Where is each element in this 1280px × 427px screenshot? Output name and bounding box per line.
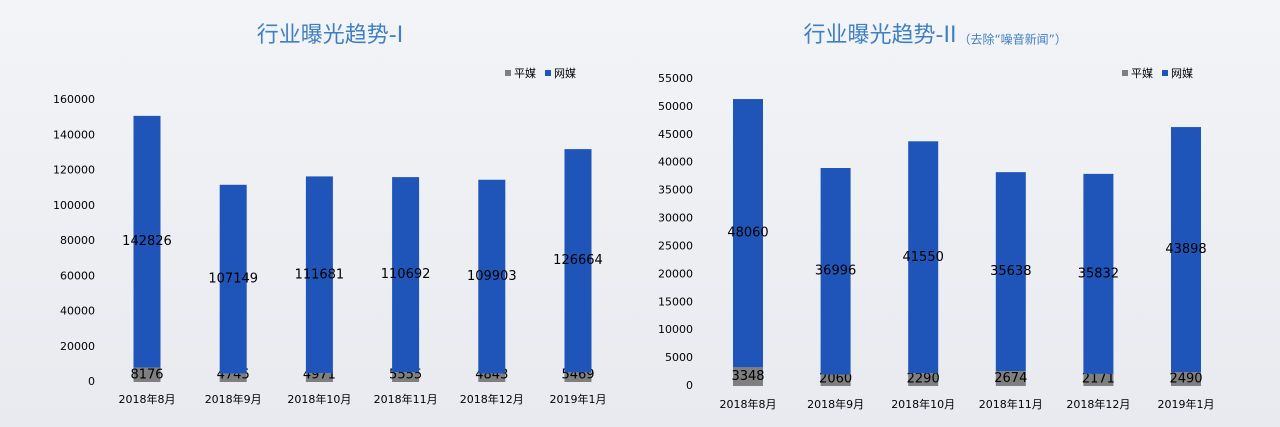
y-tick-label: 120000 [53,164,95,177]
y-tick-label: 5000 [665,351,693,364]
x-tick-label: 2018年11月 [979,397,1043,411]
y-tick-label: 20000 [658,267,693,280]
bar-segment [1171,372,1201,386]
bar-segment [1171,127,1201,373]
x-tick-label: 2018年11月 [374,392,438,406]
legend-label: 平媒 [514,67,536,80]
bar-segment [564,372,592,382]
x-tick-label: 2018年10月 [287,392,351,406]
y-tick-label: 100000 [53,199,95,212]
chart-title: 行业曝光趋势-I [257,23,403,48]
value-label: 35638 [990,264,1031,279]
y-tick-label: 55000 [658,72,693,85]
bar-segment [908,141,939,374]
bar-segment [305,176,333,374]
y-tick-label: 40000 [60,305,95,318]
x-tick-label: 2018年8月 [119,392,176,406]
x-tick-label: 2018年12月 [460,392,524,406]
x-tick-label: 2018年9月 [807,397,864,411]
y-tick-label: 80000 [60,234,95,247]
value-label: 48060 [727,226,768,241]
value-label: 41550 [903,250,944,265]
bar-segment [478,373,506,382]
x-tick-label: 2018年8月 [720,397,777,411]
y-tick-label: 15000 [658,295,693,308]
value-label: 2290 [907,372,940,387]
bar-segment [133,115,161,368]
y-tick-label: 160000 [53,93,95,106]
bar-segment [995,172,1026,372]
value-label: 2490 [1169,372,1202,387]
bar-segment [1083,373,1114,386]
value-label: 107149 [208,272,258,287]
value-label: 2674 [994,371,1027,386]
bar-segment [392,372,420,382]
y-tick-label: 50000 [658,100,693,113]
y-tick-label: 10000 [658,323,693,336]
legend-swatch [505,70,511,76]
y-tick-label: 35000 [658,184,693,197]
bar-segment [820,374,851,386]
y-tick-label: 30000 [658,212,693,225]
legend-label: 平媒 [1131,67,1153,80]
x-tick-label: 2019年1月 [550,392,607,406]
x-tick-label: 2018年9月 [205,392,262,406]
legend-label: 网媒 [1171,67,1193,80]
value-label: 142826 [122,234,172,249]
bar-segment [564,149,592,373]
bar-segment [392,177,420,373]
x-tick-label: 2019年1月 [1158,397,1215,411]
bar-segment [219,184,247,374]
value-label: 2171 [1082,372,1115,387]
bar-segment [478,179,506,374]
x-tick-label: 2018年12月 [1066,397,1130,411]
y-tick-label: 45000 [658,128,693,141]
value-label: 126664 [553,253,603,268]
bar-segment [820,167,851,375]
bar-segment [733,367,763,386]
value-label: 43898 [1165,242,1206,257]
bar-segment [133,367,161,382]
y-tick-label: 0 [686,379,693,392]
bar-segment [995,371,1026,386]
y-tick-label: 40000 [658,156,693,169]
y-tick-label: 0 [88,375,95,388]
value-label: 110692 [381,267,431,282]
legend-swatch [1122,70,1128,76]
bar-segment [733,99,763,368]
legend-swatch [545,70,551,76]
value-label: 35832 [1078,266,1119,281]
value-label: 2060 [819,372,852,387]
value-label: 3348 [731,369,764,384]
value-label: 36996 [815,264,856,279]
bar-segment [908,373,939,386]
y-tick-label: 20000 [60,340,95,353]
y-tick-label: 140000 [53,128,95,141]
chart-title: 行业曝光趋势-II [804,23,957,48]
legend-label: 网媒 [554,67,576,80]
value-label: 109903 [467,269,517,284]
legend-swatch [1162,70,1168,76]
y-tick-label: 25000 [658,239,693,252]
bar-segment [219,373,247,382]
chart-subtitle: （去除“噪音新闻”） [958,32,1066,47]
x-tick-label: 2018年10月 [891,397,955,411]
value-label: 8176 [130,367,163,382]
value-label: 111681 [295,267,345,282]
bar-segment [305,373,333,382]
bar-segment [1083,173,1114,374]
y-tick-label: 60000 [60,269,95,282]
